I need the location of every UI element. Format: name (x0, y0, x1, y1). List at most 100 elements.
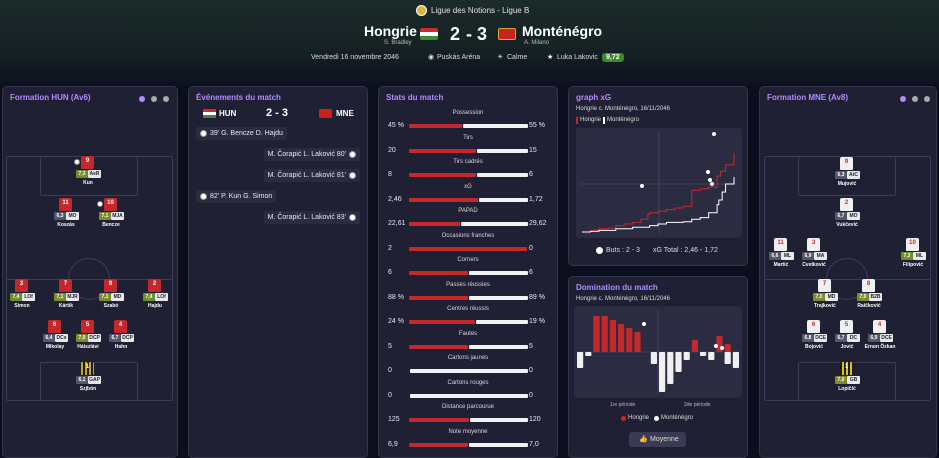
shirt-icon: 11 (59, 198, 72, 211)
away-team-name[interactable]: Monténégro (522, 23, 603, 39)
player-card[interactable]: 6 6,8 DCE Bojović (794, 320, 834, 354)
player-card[interactable]: 10 7,3 ML Filipović (893, 238, 933, 272)
shirt-number: 10 (107, 200, 114, 206)
player-card[interactable]: 3 6,9 MA Cvetković (794, 238, 834, 272)
shirt-number: 5 (85, 322, 90, 328)
weather-icon: ☀ (497, 54, 504, 61)
shirt-number: 5 (844, 322, 849, 328)
page-dot[interactable] (163, 96, 169, 102)
player-card[interactable]: 2 7,4 LOf Hajdu (135, 279, 175, 313)
event-text: M. Čorapić L. Laković 80' (267, 151, 346, 158)
competition-logo (416, 5, 427, 16)
player-card[interactable]: 7 7,0 MD Trajković (805, 279, 845, 313)
stat-home-value: 5 (388, 342, 392, 350)
competition-name[interactable]: Ligue des Notions - Ligue B (431, 6, 530, 15)
legend-home-swatch (576, 117, 578, 124)
player-rating: 6,7 (109, 334, 121, 342)
shirt-icon: 4 (114, 320, 127, 333)
shirt-number: 1 (85, 364, 90, 370)
event-row[interactable]: M. Čorapić L. Laković 80' (263, 148, 360, 161)
stat-row: Occasions franches 2 0 (378, 233, 558, 255)
goal-marker (642, 322, 646, 326)
player-rating: 6,1 (76, 376, 88, 384)
stat-away-bar (479, 197, 528, 202)
player-name: Filipović (902, 262, 924, 268)
stat-row: Note moyenne 6,9 7,0 (378, 429, 558, 451)
stat-label: Corners (457, 257, 479, 263)
player-name: Raičković (857, 303, 881, 309)
panel-title: graph xG (576, 93, 612, 102)
event-row[interactable]: M. Čorapić L. Laković 81' (263, 169, 360, 182)
shirt-icon: 9 (840, 157, 853, 170)
page-dot-active[interactable] (900, 96, 906, 102)
montenegro-flag-icon (319, 109, 332, 118)
motm-name[interactable]: Luka Lakovic (557, 54, 598, 61)
goal-marker (720, 346, 724, 350)
hungary-flag-icon (420, 28, 438, 40)
shirt-icon: 6 (48, 320, 61, 333)
stat-home-bar (409, 197, 479, 202)
dom-legend-away: Monténégro (661, 415, 694, 421)
xg-subtitle: Hongrie c. Monténégro, 16/11/2046 (576, 106, 670, 112)
event-row[interactable]: 39' G. Bencze D. Hajdu (196, 127, 287, 140)
stat-away-value: 29,62 (529, 220, 547, 227)
player-name: Háiszlávi (77, 344, 99, 350)
page-dot-active[interactable] (139, 96, 145, 102)
player-card[interactable]: 9 7,3 AeR Kun (68, 156, 108, 190)
ball-icon (74, 159, 80, 165)
player-card[interactable]: 1 7,0 GB Lopičić (827, 362, 867, 396)
shirt-number: 11 (62, 200, 69, 206)
home-team-name[interactable]: Hongrie (364, 23, 417, 39)
shirt-icon: 3 (15, 279, 28, 292)
player-card[interactable]: 8 7,0 B2B Raičković (849, 279, 889, 313)
player-card[interactable]: 10 7,1 MJA Bencze (91, 198, 131, 232)
stat-label: Occasions franches (441, 232, 495, 239)
player-card[interactable]: 5 7,0 DCP Háiszlávi (68, 320, 108, 354)
thumbs-up-icon: 👍 (639, 436, 648, 443)
player-position: LOf (22, 293, 35, 301)
player-name: Lopičić (838, 386, 856, 392)
player-card[interactable]: 2 6,7 MO Vukčević (827, 198, 867, 232)
player-card[interactable]: 1 6,1 GAP Szjbón (68, 362, 108, 396)
player-position: DCs (55, 334, 68, 342)
home-manager: S. Bradley (384, 40, 412, 46)
player-card[interactable]: 9 6,3 AtC Mujović (827, 157, 867, 191)
stat-home-value: 0 (388, 391, 392, 399)
player-rating: 7,1 (99, 293, 111, 301)
stat-label: Fautes (458, 330, 478, 337)
stat-home-bar (409, 295, 468, 300)
player-rating: 7,0 (76, 334, 88, 342)
player-card[interactable]: 3 7,4 LOf Simon (2, 279, 42, 313)
stat-away-bar (477, 173, 528, 177)
page-dot[interactable] (151, 96, 157, 102)
stat-away-bar (468, 295, 528, 300)
star-icon: ★ (547, 54, 554, 61)
player-name: Kártik (58, 303, 74, 309)
shirt-icon: 11 (774, 238, 787, 251)
player-card[interactable]: 8 7,1 MD Szabó (91, 279, 131, 313)
dom-home-bar (609, 320, 616, 352)
player-card[interactable]: 11 6,3 MO Koszás (46, 198, 86, 232)
stat-home-value: 2 (388, 244, 392, 252)
event-row[interactable]: 82' P. Kun G. Simon (196, 190, 277, 203)
player-card[interactable]: 5 6,7 DC Jović (827, 320, 867, 354)
events-home-code: HUN (219, 109, 237, 118)
stat-away-value: 15 (529, 146, 537, 154)
ball-icon (349, 171, 356, 179)
stat-label: PAPAD (458, 208, 478, 214)
shirt-number: 4 (118, 322, 123, 328)
player-card[interactable]: 7 7,1 MJR Kártik (46, 279, 86, 313)
shirt-number: 2 (152, 281, 157, 287)
shirt-number: 3 (19, 281, 24, 287)
player-card[interactable]: 4 6,7 DCP Hahn (101, 320, 141, 354)
player-rating: 7,0 (835, 376, 847, 384)
player-card[interactable]: 11 6,6 ML Martić (761, 238, 801, 272)
page-dot[interactable] (924, 96, 930, 102)
player-rating: 7,4 (10, 293, 22, 301)
page-dot[interactable] (912, 96, 918, 102)
stat-home-value: 6,9 (388, 440, 398, 448)
player-card[interactable]: 4 6,9 DCE Ernon Özkan (860, 320, 900, 354)
average-button[interactable]: 👍 Moyenne (629, 432, 686, 447)
player-card[interactable]: 6 6,4 DCs Mikolay (35, 320, 75, 354)
event-row[interactable]: M. Čorapić L. Laković 83' (263, 211, 360, 224)
